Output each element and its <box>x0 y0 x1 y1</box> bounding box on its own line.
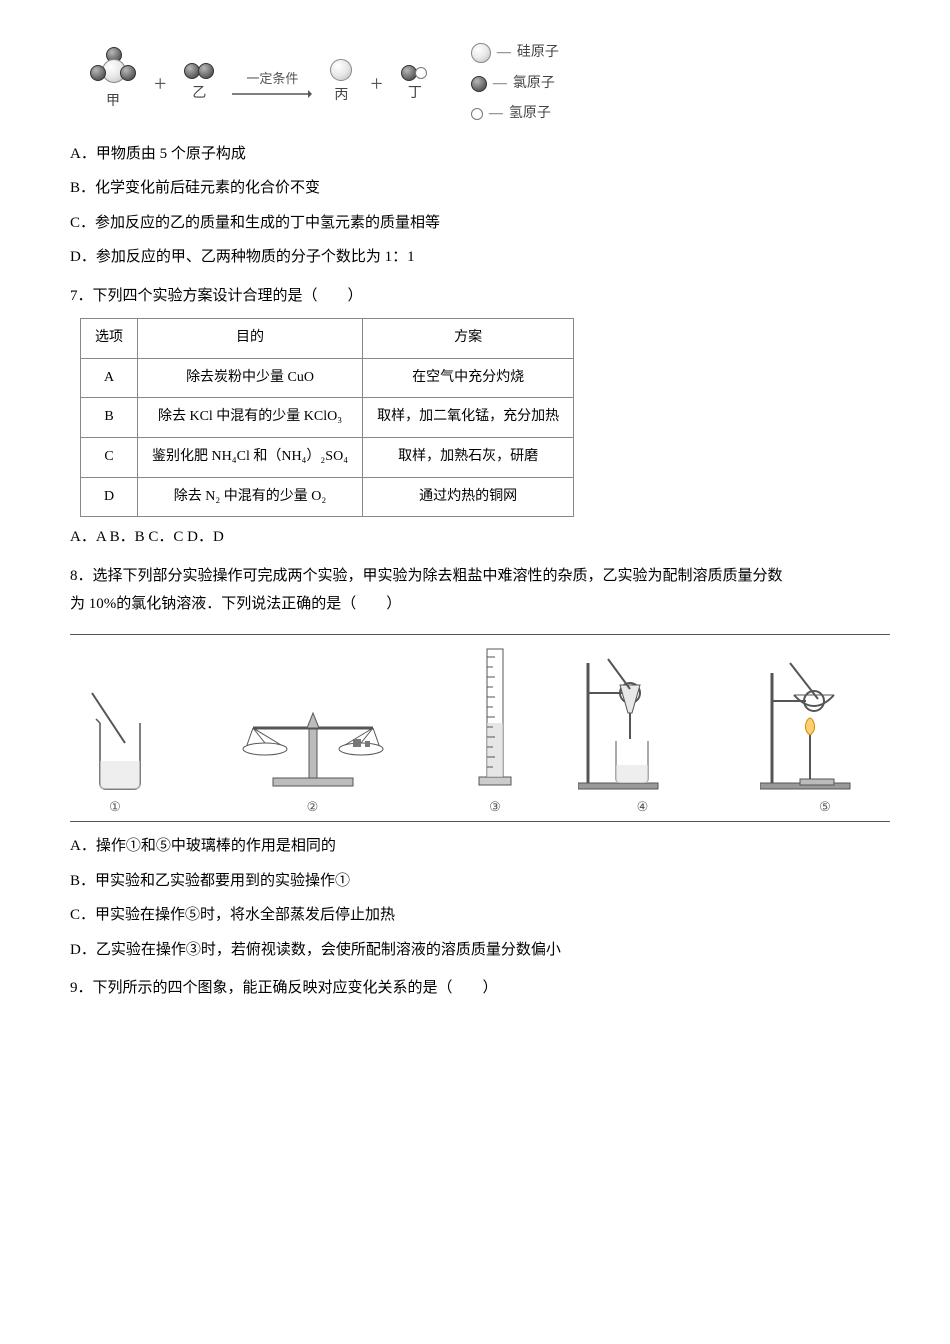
fig-label-4: ④ <box>637 795 649 820</box>
fig-2: ② <box>213 683 413 820</box>
plus-1: + <box>154 63 166 105</box>
q8-opt-b: B．甲实验和乙实验都要用到的实验操作① <box>70 867 890 896</box>
molecule-bing: 丙 <box>330 59 352 110</box>
q6-opt-b: B．化学变化前后硅元素的化合价不变 <box>70 174 890 203</box>
th-col2: 目的 <box>138 319 363 359</box>
q8-stem-1: 8．选择下列部分实验操作可完成两个实验，甲实验为除去粗盐中难溶性的杂质，乙实验为… <box>70 562 890 591</box>
legend-h: 氢原子 <box>509 101 551 128</box>
q8-opt-a: A．操作①和⑤中玻璃棒的作用是相同的 <box>70 832 890 861</box>
atom-legend: —硅原子 —氯原子 —氢原子 <box>471 40 559 128</box>
q7-table: 选项 目的 方案 A除去炭粉中少量 CuO在空气中充分灼烧 B除去 KCl 中混… <box>80 318 574 517</box>
dash: — <box>489 101 503 128</box>
fig-label-2: ② <box>307 795 319 820</box>
label-ding: 丁 <box>408 81 422 108</box>
q8-opt-d: D．乙实验在操作③时，若俯视读数，会使所配制溶液的溶质质量分数偏小 <box>70 936 890 965</box>
molecule-jia: 甲 <box>90 53 136 116</box>
th-col3: 方案 <box>363 319 574 359</box>
label-bing: 丙 <box>334 83 348 110</box>
table-row: C鉴别化肥 NH₄Cl 和（NH₄）₂SO₄取样，加熟石灰，研磨 <box>81 438 574 478</box>
label-jia: 甲 <box>106 89 120 116</box>
q6-opt-a: A．甲物质由 5 个原子构成 <box>70 140 890 169</box>
q6-options: A．甲物质由 5 个原子构成 B．化学变化前后硅元素的化合价不变 C．参加反应的… <box>70 140 890 272</box>
table-row: B除去 KCl 中混有的少量 KClO₃取样，加二氧化锰，充分加热 <box>81 398 574 438</box>
q8-figure-set: ① ② ③ <box>70 634 890 823</box>
reaction-arrow: 一定条件 <box>232 67 312 102</box>
th-col1: 选项 <box>81 319 138 359</box>
q6-opt-c: C．参加反应的乙的质量和生成的丁中氢元素的质量相等 <box>70 209 890 238</box>
q8-opt-c: C．甲实验在操作⑤时，将水全部蒸发后停止加热 <box>70 901 890 930</box>
q7-choices: A．A B．B C．C D．D <box>70 523 890 552</box>
molecule-ding: 丁 <box>401 61 429 108</box>
fig-label-3: ③ <box>489 795 501 820</box>
fig-4: ④ <box>578 653 708 820</box>
q8-options: A．操作①和⑤中玻璃棒的作用是相同的 B．甲实验和乙实验都要用到的实验操作① C… <box>70 832 890 964</box>
dash: — <box>493 71 507 98</box>
legend-cl: 氯原子 <box>513 71 555 98</box>
fig-label-5: ⑤ <box>819 795 831 820</box>
q6-reaction-diagram: 甲 + 乙 一定条件 丙 + 丁 —硅原子 —氯原子 —氢原子 <box>90 40 890 128</box>
fig-3: ③ <box>465 643 525 820</box>
q6-opt-d: D．参加反应的甲、乙两种物质的分子个数比为 1：1 <box>70 243 890 272</box>
q9-stem: 9．下列所示的四个图象，能正确反映对应变化关系的是（ ） <box>70 974 890 1003</box>
q7-stem: 7．下列四个实验方案设计合理的是（ ） <box>70 282 890 311</box>
plus-2: + <box>370 63 382 105</box>
fig-label-1: ① <box>109 795 121 820</box>
dash: — <box>497 40 511 67</box>
legend-si: 硅原子 <box>517 40 559 67</box>
table-row: D除去 N₂ 中混有的少量 O₂通过灼热的铜网 <box>81 477 574 517</box>
label-yi: 乙 <box>192 81 206 108</box>
table-row: 选项 目的 方案 <box>81 319 574 359</box>
table-row: A除去炭粉中少量 CuO在空气中充分灼烧 <box>81 358 574 398</box>
fig-5: ⑤ <box>760 653 890 820</box>
fig-1: ① <box>70 683 160 820</box>
molecule-yi: 乙 <box>184 61 214 108</box>
q8-stem-2: 为 10%的氯化钠溶液．下列说法正确的是（ ） <box>70 590 890 619</box>
